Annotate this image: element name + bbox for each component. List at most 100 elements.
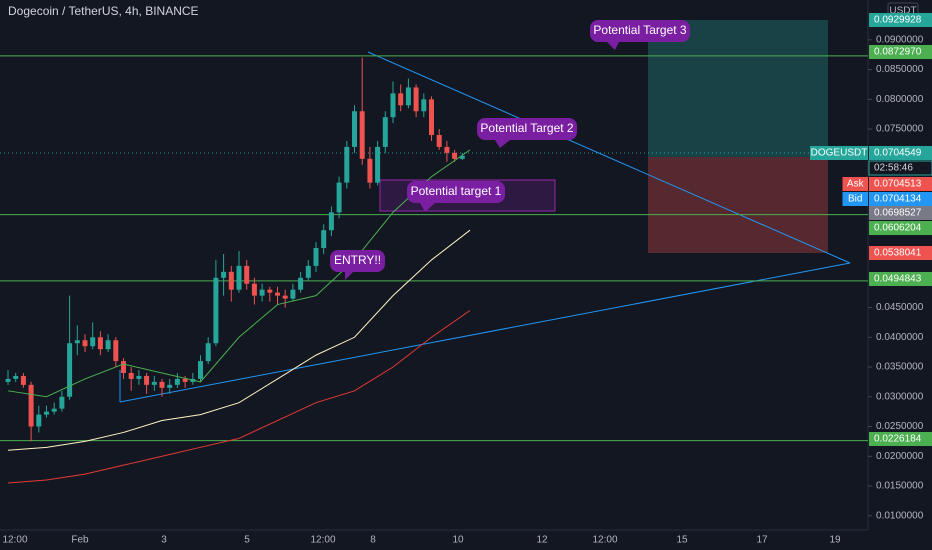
x-tick-label: 12:00 — [592, 535, 617, 546]
candle-body — [436, 135, 442, 147]
candle-body — [251, 283, 257, 296]
y-tick-label: 0.0750000 — [876, 124, 924, 135]
candle-body — [367, 158, 373, 183]
target-zone — [648, 20, 828, 157]
candle-body — [244, 265, 250, 284]
candle-body — [174, 378, 180, 385]
candle-body — [144, 375, 150, 385]
x-tick-label: 12:00 — [2, 535, 27, 546]
price-tag — [869, 146, 932, 160]
x-tick-label: Feb — [71, 535, 89, 546]
price-tag — [869, 246, 932, 260]
price-tag — [869, 177, 932, 191]
y-tick-label: 0.0450000 — [876, 302, 924, 313]
y-tick-label: 0.0300000 — [876, 391, 924, 402]
chart-title: Dogecoin / TetherUS, 4h, BINANCE — [8, 4, 199, 18]
candle-body — [352, 111, 357, 147]
y-tick-label: 0.0350000 — [876, 362, 924, 373]
x-tick-label: 8 — [370, 535, 376, 546]
candle-body — [375, 146, 381, 183]
y-tick-label: 0.0850000 — [876, 64, 924, 75]
candle-body — [159, 381, 165, 388]
price-tag-label: 0.0704513 — [874, 179, 922, 190]
candle-body — [28, 384, 34, 427]
candle-body — [136, 375, 142, 379]
trend-line — [119, 262, 851, 403]
candle-body — [313, 248, 319, 266]
price-tag — [869, 13, 932, 27]
candle-body — [452, 152, 458, 159]
candle-body — [390, 93, 396, 118]
x-tick-label: 15 — [676, 535, 688, 546]
x-tick-label: 12 — [536, 535, 548, 546]
candle-body — [67, 343, 73, 397]
candle-body — [82, 340, 88, 347]
annotation-bubble — [330, 250, 385, 272]
candle-body — [167, 384, 173, 388]
y-tick-label: 0.0400000 — [876, 332, 924, 343]
moving-average — [7, 310, 471, 484]
candle-body — [113, 340, 119, 362]
candle-body — [13, 375, 19, 379]
moving-average — [7, 149, 471, 398]
candle-body — [90, 337, 96, 347]
x-tick-label: 10 — [452, 535, 464, 546]
candle-body — [405, 87, 411, 106]
price-tag-name: DOGEUSDT — [811, 148, 868, 159]
candle-body — [459, 155, 465, 159]
price-tag — [869, 206, 932, 220]
annotation-bubble — [590, 20, 690, 42]
candle-body — [382, 117, 388, 147]
price-tag-label: 0.0704134 — [874, 194, 922, 205]
candle-body — [20, 375, 26, 385]
candle-body — [51, 408, 57, 412]
y-tick-label: 0.0100000 — [876, 510, 924, 521]
moving-average — [7, 229, 471, 451]
candle-body — [259, 289, 265, 296]
annotation-bubble — [407, 181, 505, 203]
price-tag-label: 0.0226184 — [874, 434, 922, 445]
price-tag-label: 0.0704549 — [874, 148, 922, 159]
candle-body — [198, 361, 203, 379]
candle-body — [221, 271, 227, 278]
annotation-tail — [495, 140, 510, 148]
timer: 02:58:46 — [874, 163, 913, 174]
candle-body — [228, 271, 234, 290]
candle-body — [290, 289, 296, 299]
candle-body — [236, 265, 242, 290]
candle-body — [421, 99, 427, 112]
currency: USDT — [889, 6, 916, 17]
price-tag-name-box — [810, 146, 868, 160]
annotation: Potential Target 3 — [593, 23, 687, 37]
trend-line — [367, 51, 851, 264]
price-tag-label: 0.0872970 — [874, 47, 922, 58]
price-tag-name: Ask — [847, 179, 865, 190]
price-tag-name-box — [842, 192, 868, 206]
timer-box — [868, 160, 932, 176]
candle-body — [44, 411, 49, 415]
candle-body — [128, 372, 134, 379]
annotation-tail — [420, 203, 435, 212]
candle-body — [429, 99, 434, 136]
price-tag-label: 0.0698527 — [874, 208, 922, 219]
annotation: Potential Target 2 — [480, 121, 574, 135]
price-tag — [869, 272, 932, 286]
price-tag-label: 0.0538041 — [874, 248, 922, 259]
candle-body — [413, 87, 419, 112]
y-tick-label: 0.0250000 — [876, 421, 924, 432]
annotation: Potential target 1 — [411, 184, 502, 198]
x-tick-label: 12:00 — [310, 535, 335, 546]
candle-body — [59, 396, 65, 409]
x-tick-label: 19 — [829, 535, 841, 546]
annotation-bubble — [477, 118, 577, 140]
y-tick-label: 0.0150000 — [876, 481, 924, 492]
candle-body — [182, 378, 188, 382]
price-tag-name-box — [842, 177, 868, 191]
annotation-tail — [605, 40, 620, 50]
candle-body — [298, 277, 304, 290]
candle-body — [359, 111, 365, 159]
price-tag-label: 0.0494843 — [874, 274, 922, 285]
price-tag — [869, 221, 932, 235]
